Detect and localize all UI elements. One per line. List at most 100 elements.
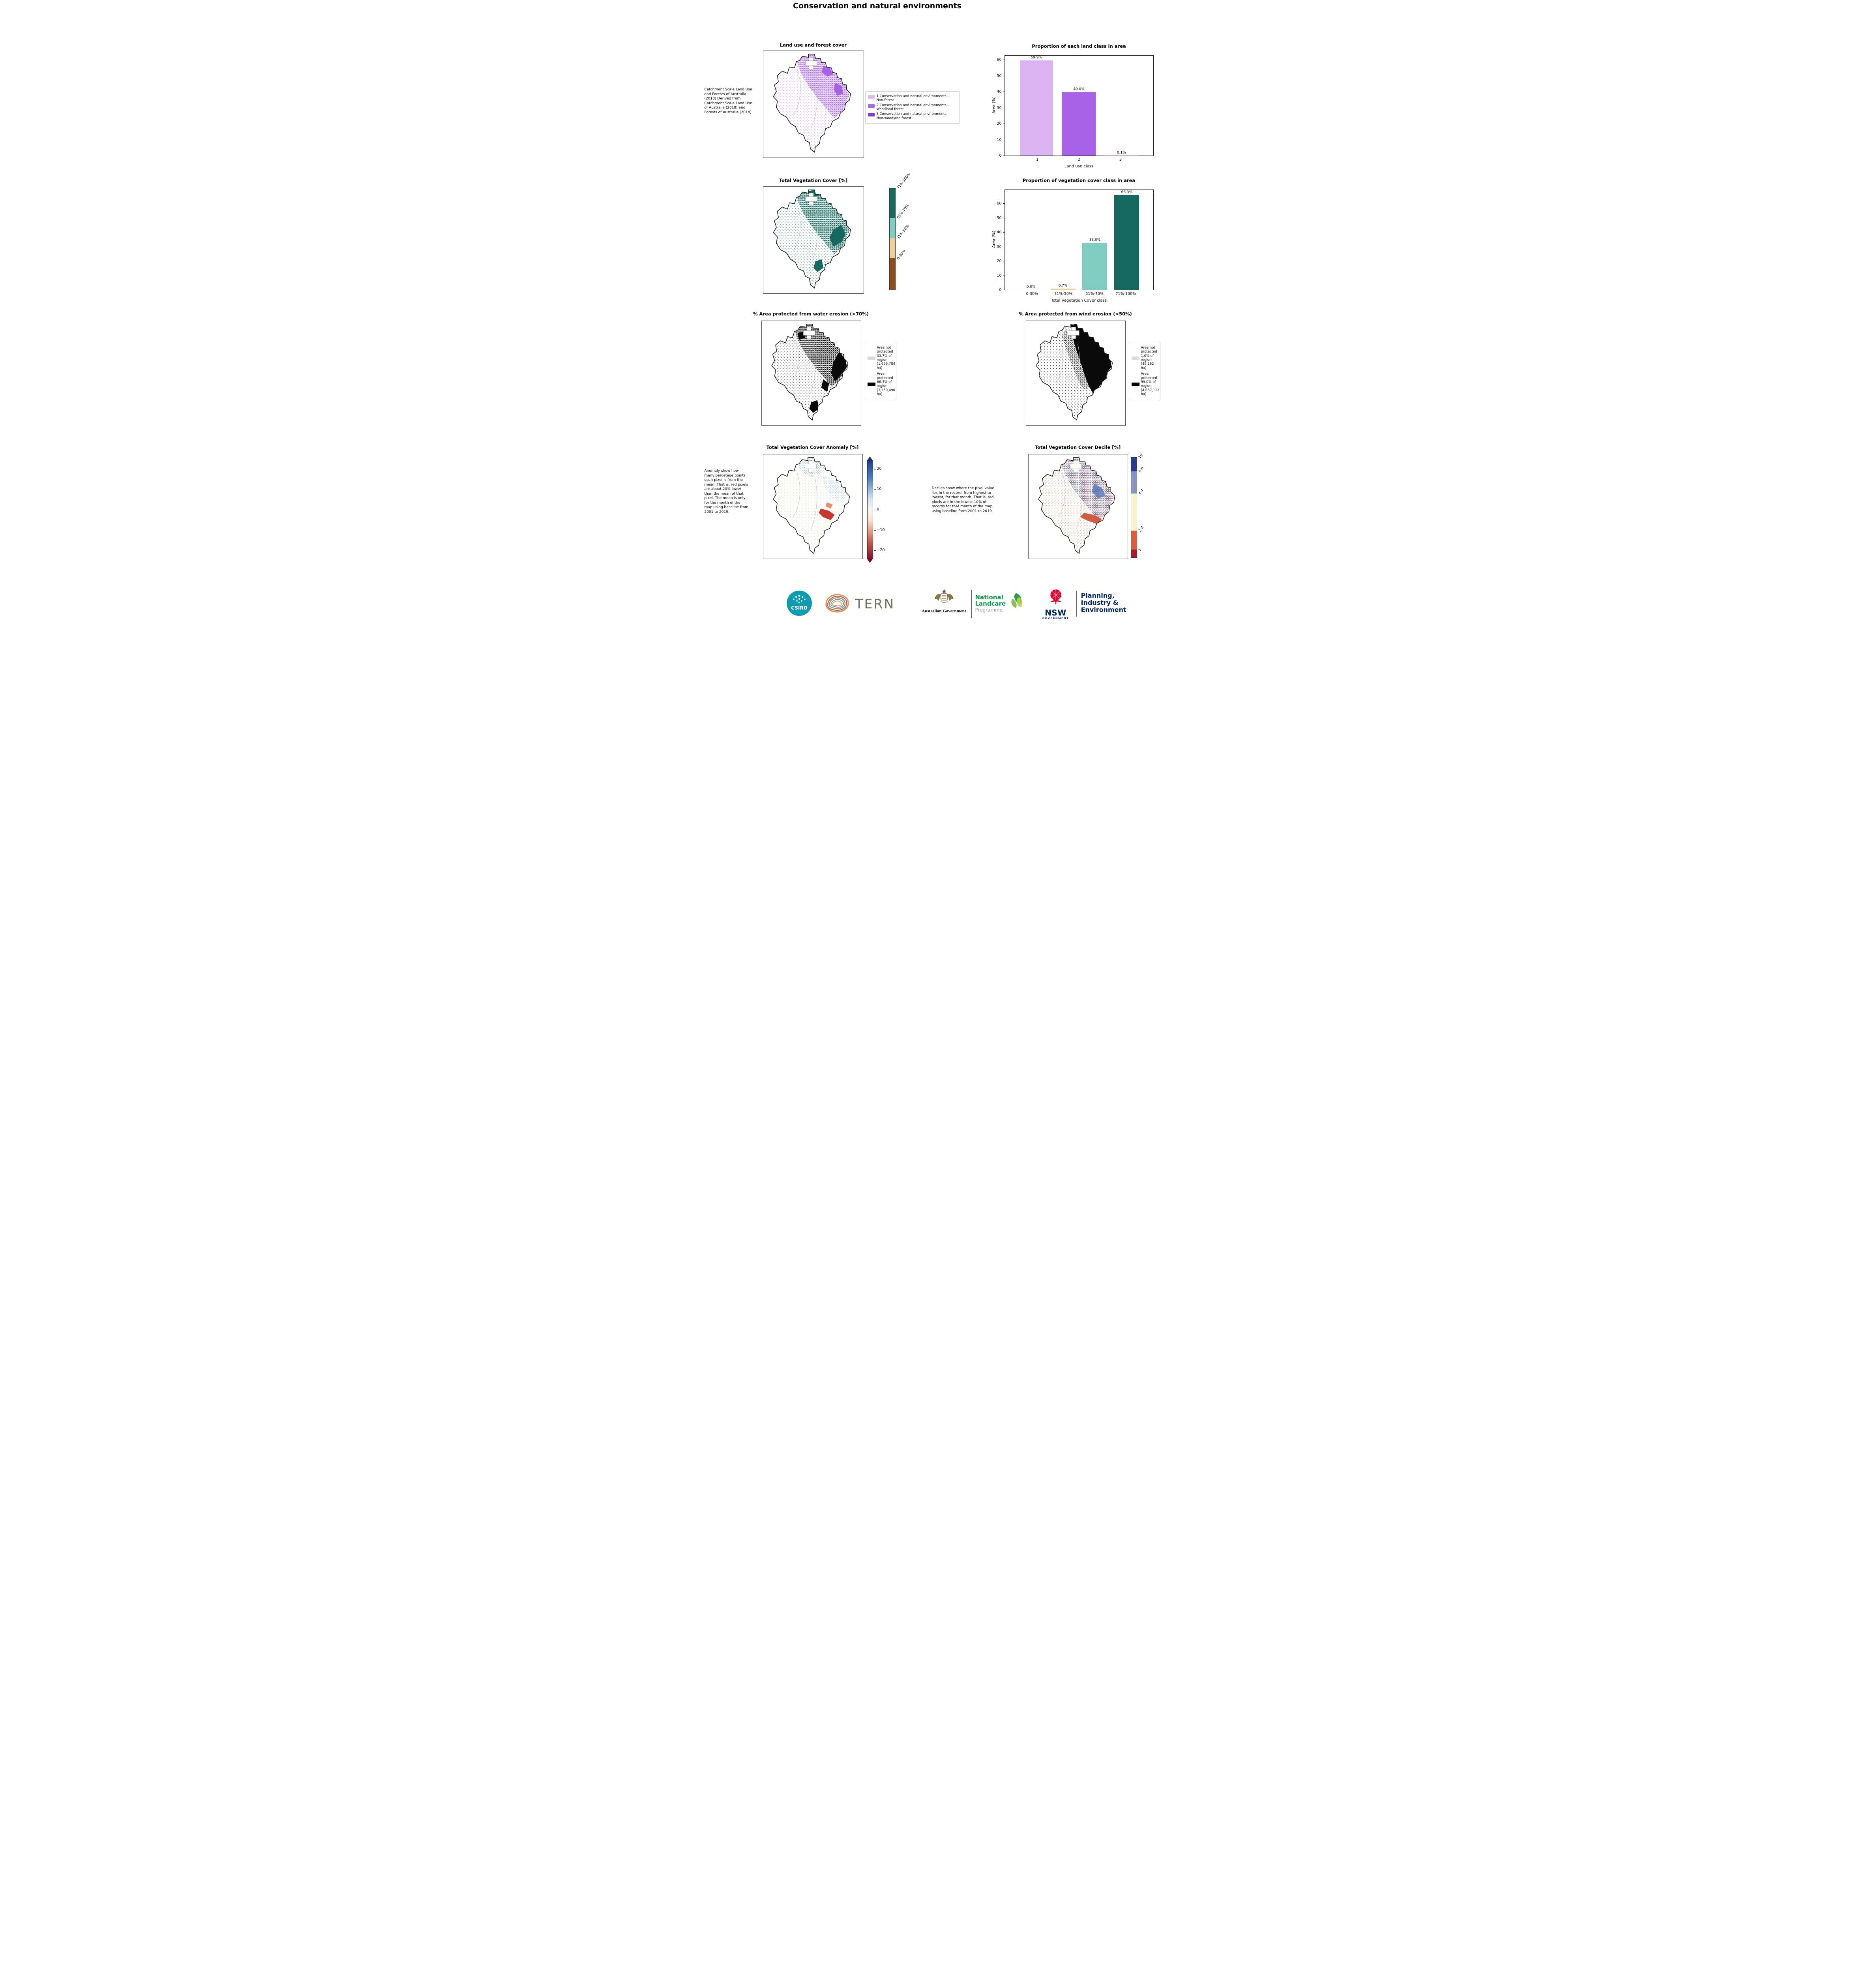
page-title: Conservation and natural environments — [793, 2, 961, 10]
water-erosion-map-title: % Area protected from water erosion (>70… — [753, 311, 869, 317]
colorbar-tick-label: −10 — [877, 527, 885, 532]
anomaly-colorbar: 20 10 0 −10 −20 — [867, 456, 885, 563]
veg-cover-map-title: Total Vegetation Cover [%] — [779, 178, 848, 183]
colorbar-segment-label: 51%-70% — [896, 203, 910, 220]
colorbar-arrow-down — [867, 559, 873, 563]
colorbar-segment-label: 71%-100% — [896, 172, 911, 190]
colorbar-arrow-up — [867, 456, 873, 461]
australian-government-crest: Australian Government — [920, 589, 968, 614]
legend-item: Area not protected 33.7% of region (1,65… — [867, 346, 895, 370]
x-tick-label: 2 — [1078, 158, 1080, 162]
y-tick-label: 40 — [997, 230, 1002, 235]
colorbar-segment — [1131, 549, 1137, 557]
legend-swatch-not-protected — [867, 357, 875, 360]
legend-swatch-not-protected — [1131, 357, 1139, 360]
colorbar-segment-label: 0-30% — [896, 249, 907, 261]
veg-cover-colorbar: 71%-100% 51%-70% 31%-50% 0-30% — [889, 172, 911, 290]
x-axis-label: Total Vegetation Cover class — [1051, 298, 1107, 303]
chart-title: Proportion of each land class in area — [1032, 43, 1126, 49]
planning-line2: Industry & — [1081, 599, 1119, 607]
colorbar-segment-label: 1 — [1138, 547, 1142, 552]
landcare-leaf-icon — [1007, 591, 1025, 610]
plot-area: 59.9% 40.0% 0.1% — [1004, 55, 1154, 156]
nsw-label: NSW — [1045, 608, 1066, 617]
x-tick-label: 51%-70% — [1085, 292, 1104, 296]
y-tick-label: 0 — [999, 154, 1002, 158]
colorbar-tick-label: −20 — [877, 548, 885, 553]
decile-map-title: Total Vegetation Cover Decile [%] — [1035, 445, 1121, 450]
y-tick-label: 40 — [997, 90, 1002, 94]
bar-slot: 0.7% — [1047, 190, 1079, 290]
legend-item: Area protected 99.0% of region (4,867,11… — [1131, 372, 1160, 396]
bar-slot: 66.3% — [1111, 190, 1143, 290]
colorbar-tick-mark — [874, 489, 876, 490]
y-tick-label: 20 — [997, 259, 1002, 264]
tern-logo: TERN — [855, 596, 895, 612]
colorbar-segment-label: 4-7 — [1138, 488, 1145, 495]
land-class-bar-chart: Proportion of each land class in area Ar… — [989, 43, 1162, 174]
csiro-label: CSIRO — [791, 605, 808, 611]
colorbar-tick-label: 10 — [877, 487, 882, 492]
wind-erosion-legend: Area not protected 1.0% of region (49,16… — [1128, 342, 1160, 401]
logo-divider — [1076, 591, 1077, 617]
bar-value-label: 59.9% — [1031, 56, 1042, 60]
y-tick-label: 30 — [997, 105, 1002, 110]
bar-slot: 33.0% — [1079, 190, 1111, 290]
colorbar-segment — [1131, 494, 1137, 531]
veg-cover-map — [763, 186, 864, 294]
y-tick-label: 60 — [997, 58, 1002, 62]
no-data-cross — [803, 327, 815, 339]
bar-value-label: 0.7% — [1058, 284, 1068, 288]
no-data-cross — [805, 57, 817, 69]
land-use-legend: 1 Conservation and natural environments … — [865, 91, 960, 124]
colorbar-segment — [1131, 458, 1137, 472]
decile-note: Deciles show where the pixel value lies … — [931, 486, 995, 513]
chart-title: Proportion of vegetation cover class in … — [1022, 178, 1136, 183]
planning-line3: Environment — [1081, 606, 1126, 614]
colorbar-segment — [1131, 471, 1137, 494]
colorbar-segment-label: 8-9 — [1138, 466, 1145, 473]
legend-label: 3 Conservation and natural environments … — [876, 112, 949, 120]
bar-value-label: 40.0% — [1073, 87, 1085, 92]
y-tick-mark — [1003, 232, 1005, 233]
landcare-line2: Landcare — [975, 600, 1006, 607]
legend-item: Area not protected 1.0% of region (49,16… — [1131, 346, 1158, 370]
legend-item: Area protected 66.3% of region (3,259,49… — [867, 372, 895, 396]
tern-australia-icon — [823, 591, 851, 614]
bar-slot: 0.0% — [1015, 190, 1047, 290]
anomaly-note: Anomaly show how many percetage points e… — [704, 469, 749, 514]
anomaly-map — [763, 454, 863, 559]
colorbar-tick-mark — [874, 550, 876, 551]
legend-item: 2 Conservation and natural environments … — [868, 103, 957, 112]
no-data-cross — [1070, 460, 1082, 473]
legend-swatch-class3 — [868, 113, 875, 117]
logo-divider — [971, 590, 972, 618]
landcare-line1: National — [975, 594, 1003, 601]
y-tick-label: 10 — [997, 137, 1002, 142]
legend-item: 3 Conservation and natural environments … — [868, 112, 957, 120]
colorbar-segment-label: 10 — [1138, 453, 1144, 460]
colorbar-gradient — [867, 461, 873, 559]
legend-item: 1 Conservation and natural environments … — [868, 94, 957, 103]
legend-swatch-class2 — [868, 104, 875, 108]
x-tick-label: 1 — [1036, 158, 1039, 162]
anomaly-map-title: Total Vegetation Cover Anomaly [%] — [766, 445, 859, 450]
csiro-logo: CSIRO — [786, 591, 812, 616]
water-erosion-map — [761, 321, 861, 426]
colorbar-tick-label: 20 — [877, 466, 882, 471]
report-page: Conservation and natural environments La… — [703, 0, 1173, 636]
no-data-cross — [1067, 327, 1079, 339]
legend-label: Area protected 99.0% of region (4,867,11… — [1141, 372, 1160, 396]
wind-erosion-map — [1025, 321, 1126, 426]
y-tick-label: 0 — [999, 288, 1002, 292]
y-tick-label: 30 — [997, 244, 1002, 249]
colorbar-segment — [889, 258, 895, 290]
bar-value-label: 66.3% — [1121, 190, 1133, 195]
bar-value-label: 33.0% — [1089, 238, 1101, 242]
colorbar-tick-label: 0 — [877, 507, 879, 512]
legend-swatch-protected — [867, 383, 875, 386]
y-tick-mark — [1003, 203, 1005, 204]
veg-cover-bar-chart: Proportion of vegetation cover class in … — [989, 178, 1162, 308]
water-erosion-legend: Area not protected 33.7% of region (1,65… — [864, 342, 896, 401]
x-tick-label: 3 — [1119, 158, 1122, 162]
